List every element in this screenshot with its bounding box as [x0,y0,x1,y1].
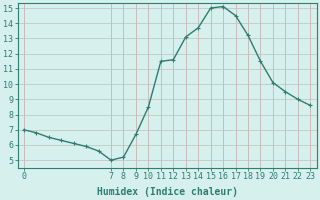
X-axis label: Humidex (Indice chaleur): Humidex (Indice chaleur) [97,186,237,197]
